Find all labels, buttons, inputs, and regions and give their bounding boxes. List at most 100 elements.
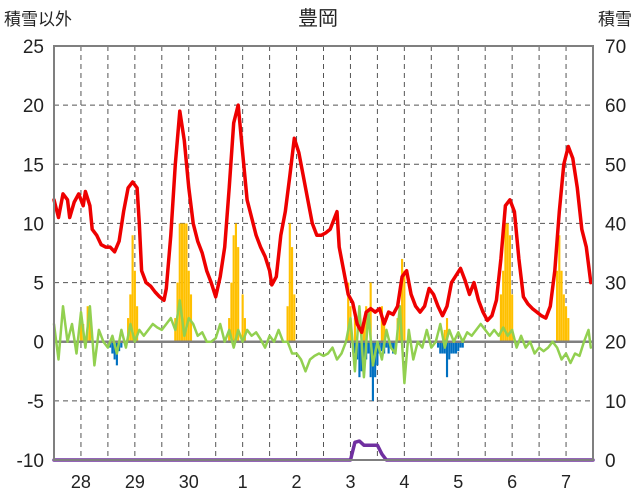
y-right-tick-label: 60	[605, 96, 626, 117]
y-left-tick-label: 20	[23, 96, 44, 117]
other-line	[52, 299, 593, 385]
precip-bar	[445, 318, 449, 342]
precip-bar	[88, 318, 92, 342]
negative-bar	[454, 341, 458, 354]
precip-bar	[508, 235, 511, 342]
precip-bar	[403, 270, 406, 342]
precip-bar	[383, 323, 386, 342]
negative-bar	[111, 341, 114, 354]
precip-bar	[288, 223, 291, 342]
y-left-tick-label: 5	[33, 274, 44, 295]
precip-bar	[567, 318, 570, 342]
negative-bar	[450, 341, 453, 354]
y-right-tick-label: 70	[605, 37, 626, 58]
negative-bar	[113, 341, 116, 360]
y-left-tick-label: 0	[33, 333, 44, 354]
precip-bar	[353, 318, 357, 342]
y-left-tick-label: -5	[27, 392, 44, 413]
negative-bar	[441, 341, 444, 354]
precip-bar	[365, 306, 368, 342]
precip-bar	[506, 223, 509, 342]
x-tick-label: 4	[399, 472, 409, 492]
precip-bar	[131, 235, 134, 342]
precip-bar	[234, 223, 237, 342]
negative-bar	[452, 341, 455, 354]
negative-bar	[461, 341, 464, 348]
plot-area-group	[52, 45, 595, 462]
negative-bar	[448, 341, 451, 360]
negative-bar	[362, 341, 365, 366]
negative-bar	[436, 341, 440, 348]
negative-bar	[392, 341, 395, 354]
x-tick-label: 3	[345, 472, 355, 492]
precip-bar	[286, 306, 289, 342]
precip-bar	[136, 306, 139, 342]
x-tick-label: 7	[561, 472, 571, 492]
y-right-tick-label: 40	[605, 214, 626, 235]
y-left-tick-label: -10	[17, 451, 44, 472]
negative-bar	[353, 341, 357, 354]
precip-bar	[401, 258, 404, 342]
y-right-tick-label: 10	[605, 392, 626, 413]
y-axis-left-title: 積雪以外	[4, 10, 72, 29]
y-right-tick-label: 50	[605, 155, 626, 176]
precip-bar	[511, 294, 514, 342]
precip-bar	[290, 247, 294, 342]
negative-bar	[367, 341, 370, 354]
precip-bar	[185, 223, 188, 342]
precip-bar	[293, 294, 296, 342]
precip-bar	[504, 223, 507, 342]
precip-bar	[564, 306, 568, 342]
snow-line	[52, 439, 595, 462]
negative-bar	[358, 341, 361, 378]
precip-bar	[79, 318, 83, 342]
x-tick-label: 2	[292, 472, 302, 492]
negative-bar	[445, 341, 449, 378]
negative-bar	[380, 341, 383, 352]
negative-bar	[371, 341, 374, 401]
negative-bar	[369, 341, 372, 378]
precip-bar	[502, 270, 505, 342]
plot-frame	[53, 45, 594, 461]
x-tick-label: 28	[71, 472, 91, 492]
precip-bar	[369, 282, 372, 342]
precip-bar	[187, 270, 190, 342]
x-tick-label: 5	[453, 472, 463, 492]
precip-bar	[129, 294, 132, 342]
precip-bar	[558, 235, 561, 342]
negative-bar	[387, 341, 390, 354]
x-tick-label: 6	[507, 472, 517, 492]
precip-bar	[443, 329, 446, 342]
temperature-line	[52, 103, 593, 335]
precip-bar	[183, 223, 186, 342]
x-tick-label: 1	[238, 472, 248, 492]
y-right-tick-label: 0	[605, 451, 616, 472]
x-tick-label: 30	[179, 472, 199, 492]
negative-bar	[459, 341, 462, 348]
negative-bar	[385, 341, 388, 348]
precip-bar	[347, 282, 350, 342]
precip-bar	[189, 294, 193, 342]
y-axis-right-title: 積雪	[598, 10, 632, 29]
y-right-tick-label: 20	[605, 333, 626, 354]
precip-bar	[180, 223, 184, 342]
precip-bar	[232, 235, 235, 342]
chart-title: 豊岡	[298, 7, 338, 30]
y-left-tick-label: 25	[23, 37, 44, 58]
precip-bar	[380, 306, 383, 342]
precip-bar	[230, 282, 233, 342]
precip-bar	[555, 270, 559, 342]
y-left-tick-label: 15	[23, 155, 44, 176]
precip-bar	[243, 318, 246, 342]
negative-bar	[376, 341, 379, 366]
y-left-tick-label: 10	[23, 214, 44, 235]
precip-bar	[562, 294, 565, 342]
precip-bar	[178, 223, 181, 342]
precip-bar	[241, 294, 244, 342]
precip-bar	[133, 270, 136, 342]
negative-bar	[457, 341, 460, 352]
x-tick-label: 29	[125, 472, 145, 492]
y-right-tick-label: 30	[605, 274, 626, 295]
negative-bar	[439, 341, 442, 354]
